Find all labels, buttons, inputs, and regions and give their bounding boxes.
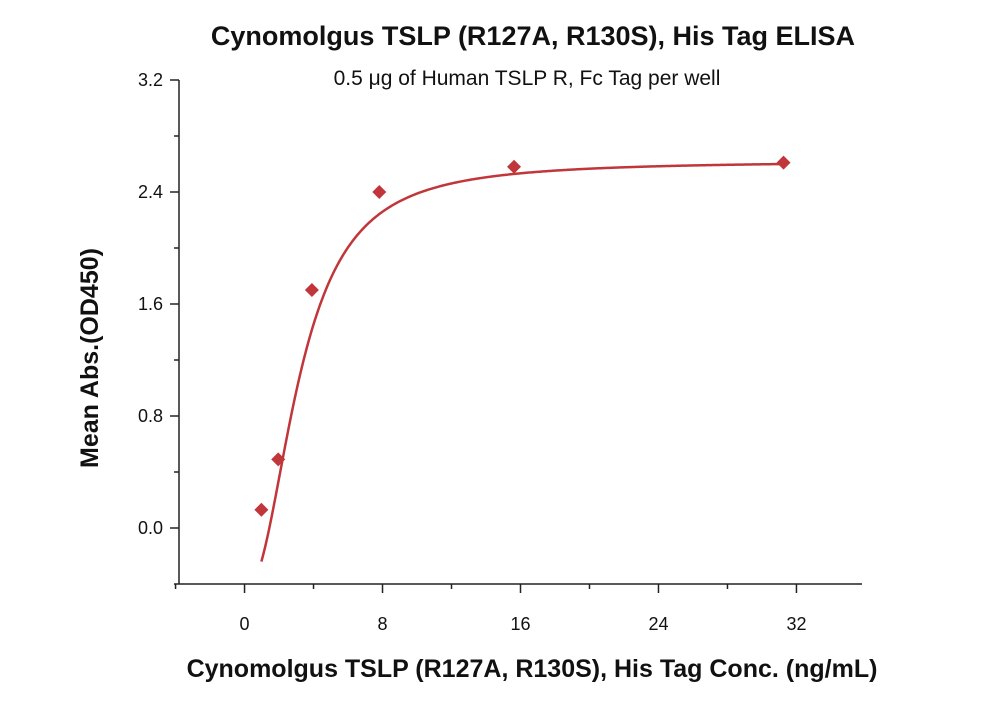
y-tick-label: 0.8: [138, 406, 163, 426]
data-point: [271, 452, 286, 467]
x-tick-label: 32: [786, 614, 806, 634]
x-tick-label: 16: [510, 614, 530, 634]
x-ticks: 0 8 16 24 32: [174, 584, 806, 634]
chart-title: Cynomolgus TSLP (R127A, R130S), His Tag …: [211, 21, 855, 51]
x-tick-label: 0: [240, 614, 250, 634]
data-point: [304, 283, 319, 297]
y-tick-label: 2.4: [138, 182, 163, 202]
y-tick-label: 1.6: [138, 294, 163, 314]
data-point: [507, 159, 522, 174]
axes: [178, 80, 862, 585]
fit-curve: [260, 162, 784, 562]
y-axis-title: Mean Abs.(OD450): [76, 248, 104, 468]
y-tick-label: 3.2: [138, 70, 163, 90]
data-point: [372, 185, 387, 199]
y-tick-label: 0.0: [138, 518, 163, 538]
data-points: [254, 155, 791, 517]
data-point: [254, 502, 269, 517]
y-ticks: 0.0 0.8 1.6 2.4 3.2: [138, 70, 179, 585]
x-tick-label: 24: [648, 614, 668, 634]
x-tick-label: 8: [378, 614, 388, 634]
x-axis-title: Cynomolgus TSLP (R127A, R130S), His Tag …: [187, 655, 878, 683]
chart-subtitle: 0.5 μg of Human TSLP R, Fc Tag per well: [334, 67, 721, 90]
data-point: [776, 155, 791, 170]
